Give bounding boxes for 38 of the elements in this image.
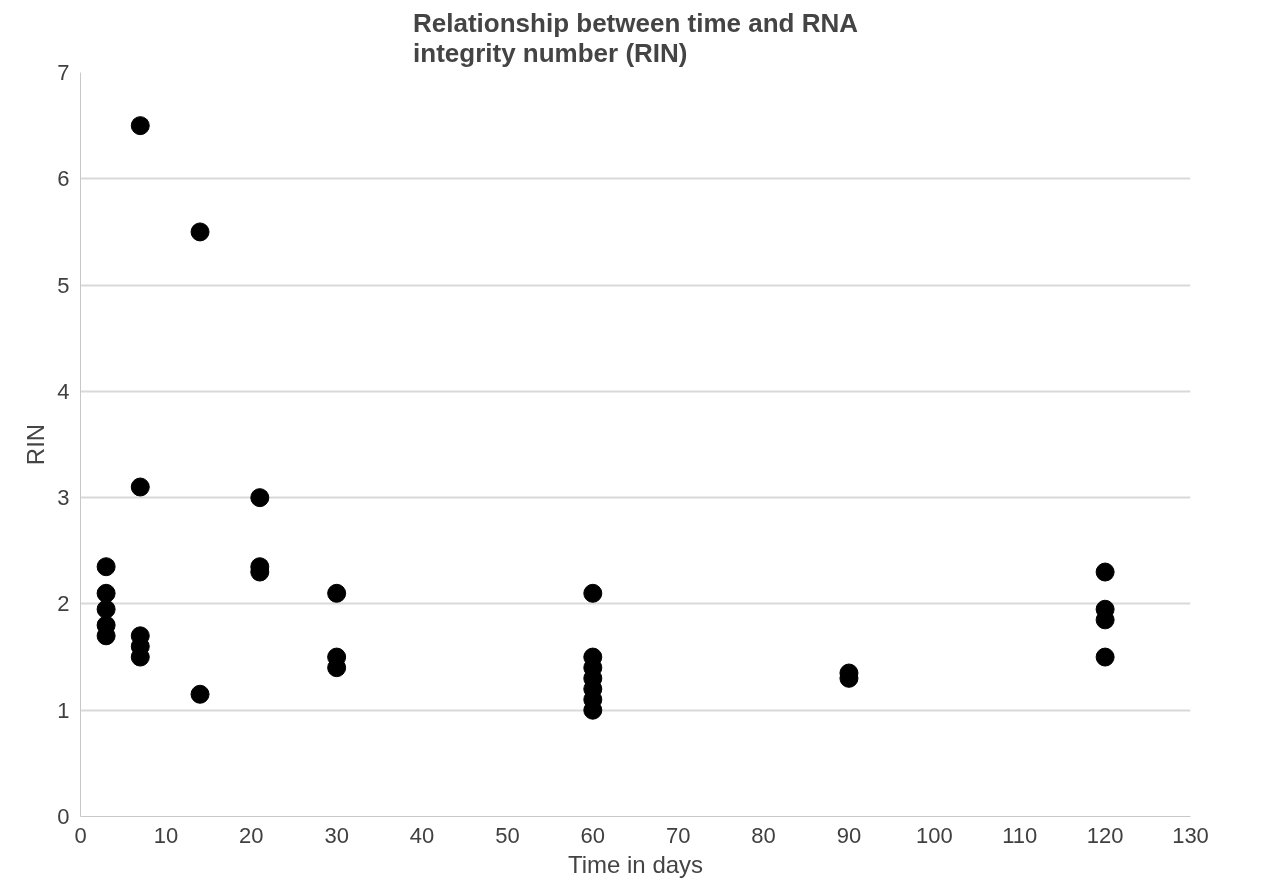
point xyxy=(1095,562,1115,582)
x-tick-label: 100 xyxy=(915,822,953,848)
y-tick-label: 1 xyxy=(57,697,70,723)
x-tick-label: 20 xyxy=(239,822,264,848)
y-tick-label: 3 xyxy=(57,485,70,511)
y-tick-label: 4 xyxy=(57,378,70,404)
x-tick-label: 40 xyxy=(409,822,435,848)
x-tick-label: 30 xyxy=(324,822,349,848)
y-tick-label: 0 xyxy=(57,804,70,829)
y-tick-label: 2 xyxy=(57,591,70,617)
point xyxy=(327,583,347,603)
point xyxy=(96,583,116,603)
x-tick-label: 110 xyxy=(1002,822,1038,848)
point xyxy=(96,599,116,619)
point xyxy=(583,583,603,603)
x-tick-label: 120 xyxy=(1086,822,1124,848)
x-tick-label: 90 xyxy=(836,822,862,848)
x-tick-label: 10 xyxy=(153,822,179,848)
x-tick-label: 130 xyxy=(1172,822,1209,848)
point xyxy=(327,658,347,678)
y-tick-label: 7 xyxy=(57,60,70,85)
point xyxy=(96,557,116,577)
chart-title: Relationship between time and RNA integrity number (RIN) xyxy=(413,7,859,68)
y-tick-label: 6 xyxy=(57,166,70,192)
point xyxy=(190,222,210,242)
point xyxy=(250,488,270,508)
point xyxy=(130,116,150,136)
x-tick-label: 70 xyxy=(665,822,691,848)
y-axis-title: RIN xyxy=(22,423,50,466)
point xyxy=(190,684,210,704)
y-tick-label: 5 xyxy=(57,272,70,298)
x-tick-label: 50 xyxy=(495,822,520,848)
point xyxy=(1095,647,1115,667)
x-tick-label: 60 xyxy=(580,822,606,848)
x-tick-label: 0 xyxy=(74,822,87,848)
x-tick-label: 80 xyxy=(751,822,776,848)
point xyxy=(130,477,150,497)
x-axis-title: Time in days xyxy=(567,850,704,878)
